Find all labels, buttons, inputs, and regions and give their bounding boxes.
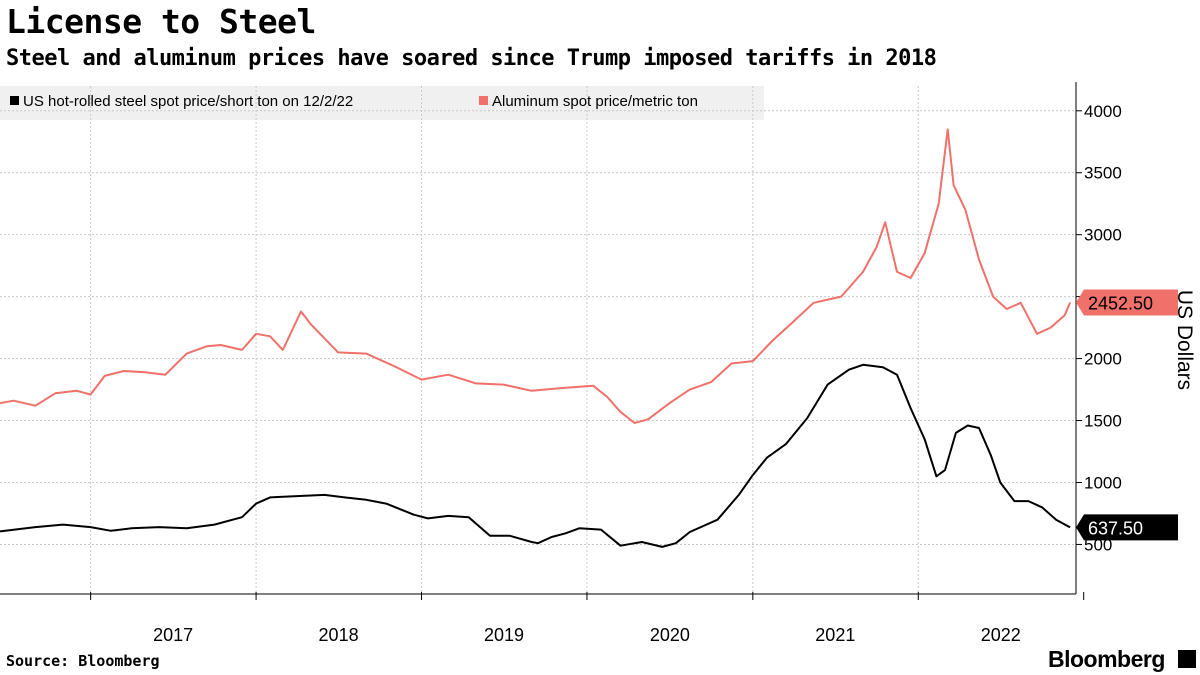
y-tick-label: 1000 (1084, 473, 1122, 492)
y-tick-label: 2000 (1084, 350, 1122, 369)
source-note: Source: Bloomberg (6, 652, 160, 670)
x-tick-label: 2017 (153, 625, 193, 645)
brand-logo: Bloomberg (1048, 646, 1165, 672)
legend-item-steel: US hot-rolled steel spot price/short ton… (10, 93, 353, 110)
series-line-aluminum (0, 128, 1072, 424)
last-value-label-steel: 637.50 (1088, 518, 1143, 538)
last-value-tag-aluminum (1076, 289, 1178, 316)
y-tick-label: 3000 (1084, 226, 1122, 245)
brand-mark-icon (1178, 650, 1196, 668)
x-tick-label: 2022 (981, 625, 1021, 645)
x-tick-label: 2021 (815, 625, 855, 645)
y-tick-label: 3500 (1084, 164, 1122, 183)
series-line-steel (0, 363, 1071, 548)
legend-swatch-aluminum (479, 96, 488, 105)
y-axis-title: US Dollars (1173, 290, 1196, 390)
chart-legend: US hot-rolled steel spot price/short ton… (0, 86, 764, 120)
x-tick-label: 2018 (319, 625, 359, 645)
chart-title: License to Steel (6, 2, 316, 41)
y-tick-label: 4000 (1084, 102, 1122, 121)
x-tick-label: 2020 (650, 625, 690, 645)
x-tick-label: 2019 (484, 625, 524, 645)
last-value-tag-steel (1076, 514, 1178, 541)
legend-item-aluminum: Aluminum spot price/metric ton (479, 93, 698, 110)
legend-label-aluminum: Aluminum spot price/metric ton (492, 93, 698, 110)
y-tick-label: 1500 (1084, 412, 1122, 431)
legend-label-steel: US hot-rolled steel spot price/short ton… (23, 93, 354, 110)
last-value-label-aluminum: 2452.50 (1088, 294, 1153, 314)
legend-swatch-steel (10, 96, 19, 105)
chart-subtitle: Steel and aluminum prices have soared si… (6, 46, 937, 71)
